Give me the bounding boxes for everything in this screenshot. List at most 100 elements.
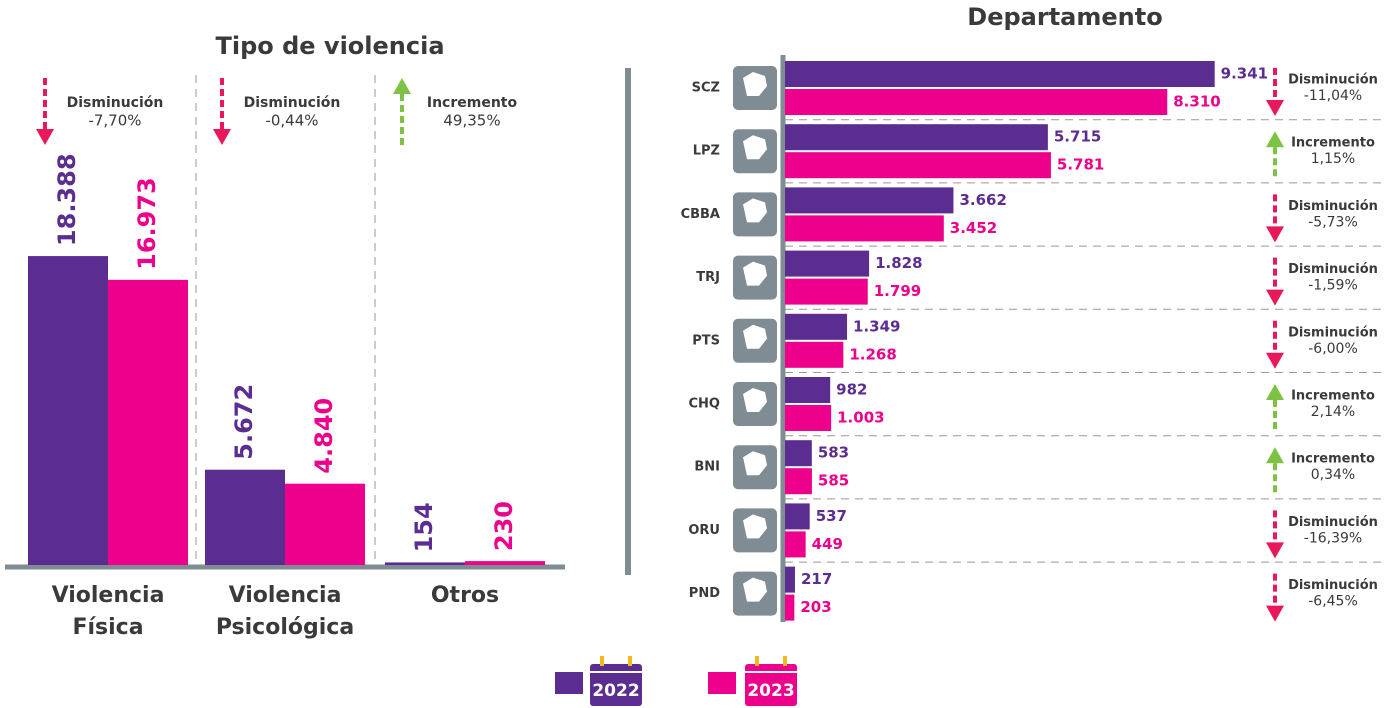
trend-arrow-head	[1266, 384, 1284, 400]
bar	[465, 561, 545, 565]
calendar-ring	[783, 656, 787, 666]
calendar-ring	[628, 656, 632, 666]
region-shape	[743, 514, 767, 539]
trend-label: Incremento	[1291, 452, 1375, 467]
value-label: 1.799	[874, 282, 921, 300]
bar	[785, 594, 795, 621]
bar	[785, 61, 1215, 87]
category-label: LPZ	[693, 144, 720, 159]
value-label: 585	[818, 472, 849, 490]
category-label: Violencia Física	[51, 583, 165, 640]
value-label: 1.349	[853, 317, 900, 335]
legend-swatch	[708, 672, 736, 694]
trend-change: -6,00%	[1308, 341, 1358, 357]
category-label: ORU	[688, 523, 720, 538]
region-shape	[743, 261, 767, 286]
trend-label: Incremento	[1291, 389, 1375, 404]
calendar-icon	[745, 664, 797, 706]
trend-arrow-head	[1266, 447, 1284, 464]
bar	[785, 250, 870, 277]
value-label: 9.341	[1221, 65, 1268, 83]
category-label: CBBA	[681, 207, 720, 222]
trend-change: -11,04%	[1304, 88, 1362, 104]
bar	[785, 566, 795, 593]
trend-arrow-head	[213, 129, 231, 145]
legend-label: 2023	[747, 681, 794, 701]
category-label: Otros	[430, 583, 500, 608]
category-label: TRJ	[696, 270, 720, 285]
bar	[785, 341, 844, 368]
bar	[785, 405, 832, 431]
trend-arrow-head	[1266, 605, 1284, 622]
trend-label: Disminución	[1288, 199, 1378, 214]
trend-change: -16,39%	[1304, 530, 1362, 546]
category-label: Violencia Psicológica	[215, 583, 355, 640]
bar	[785, 468, 812, 495]
trend-label: Incremento	[427, 95, 518, 111]
bar	[785, 152, 1051, 179]
category-label: SCZ	[692, 81, 720, 96]
bar	[785, 503, 810, 530]
trend-arrow-head	[1266, 289, 1284, 306]
value-label: 203	[800, 598, 831, 616]
trend-change: 2,14%	[1311, 404, 1355, 420]
bar	[28, 256, 108, 565]
trend-arrow-head	[1266, 352, 1284, 369]
calendar-ring	[600, 656, 604, 666]
calendar-icon	[590, 664, 642, 706]
category-label: PTS	[692, 333, 720, 348]
value-label: 18.388	[53, 153, 81, 246]
value-label: 8.310	[1173, 93, 1220, 111]
bar	[785, 377, 831, 403]
legend-label: 2022	[592, 681, 639, 701]
value-label: 4.840	[310, 398, 338, 474]
value-label: 16.973	[133, 177, 161, 270]
trend-arrow-head	[1266, 100, 1284, 116]
region-shape	[743, 198, 767, 223]
trend-arrow-head	[36, 129, 54, 145]
region-shape	[743, 388, 767, 412]
trend-arrow-head	[1266, 542, 1284, 559]
value-label: 982	[836, 381, 867, 399]
bar	[785, 187, 954, 214]
legend-swatch	[555, 672, 583, 694]
trend-change: -6,45%	[1308, 594, 1358, 610]
bar	[785, 89, 1168, 115]
value-label: 217	[801, 570, 832, 588]
value-label: 583	[818, 444, 849, 462]
region-shape	[743, 324, 767, 349]
bar	[285, 483, 365, 565]
value-label: 1.268	[849, 345, 896, 363]
trend-label: Disminución	[67, 95, 164, 111]
bar	[785, 215, 944, 242]
value-label: 1.828	[875, 254, 922, 272]
chart-title: Tipo de violencia	[215, 32, 444, 60]
trend-arrow-head	[393, 78, 411, 94]
bar	[785, 313, 848, 340]
trend-change: -0,44%	[265, 112, 318, 130]
value-label: 3.662	[959, 191, 1006, 209]
category-label: BNI	[694, 460, 720, 475]
bar	[785, 440, 812, 467]
trend-label: Disminución	[1288, 262, 1378, 277]
trend-label: Disminución	[1288, 73, 1378, 88]
bar	[785, 531, 806, 558]
trend-label: Disminución	[1288, 578, 1378, 593]
trend-label: Disminución	[244, 95, 341, 111]
trend-change: -1,59%	[1308, 278, 1358, 294]
region-shape	[743, 577, 767, 602]
bar	[385, 562, 465, 565]
value-label: 537	[816, 507, 847, 525]
trend-change: 0,34%	[1311, 467, 1355, 483]
trend-arrow-head	[1266, 226, 1284, 243]
category-label: CHQ	[689, 397, 720, 412]
value-label: 3.452	[950, 219, 997, 237]
chart-title: Departamento	[967, 3, 1162, 31]
value-label: 5.715	[1054, 128, 1101, 146]
category-label: PND	[689, 586, 720, 601]
bar	[785, 124, 1048, 151]
trend-label: Incremento	[1291, 136, 1375, 151]
trend-change: -7,70%	[88, 112, 141, 130]
